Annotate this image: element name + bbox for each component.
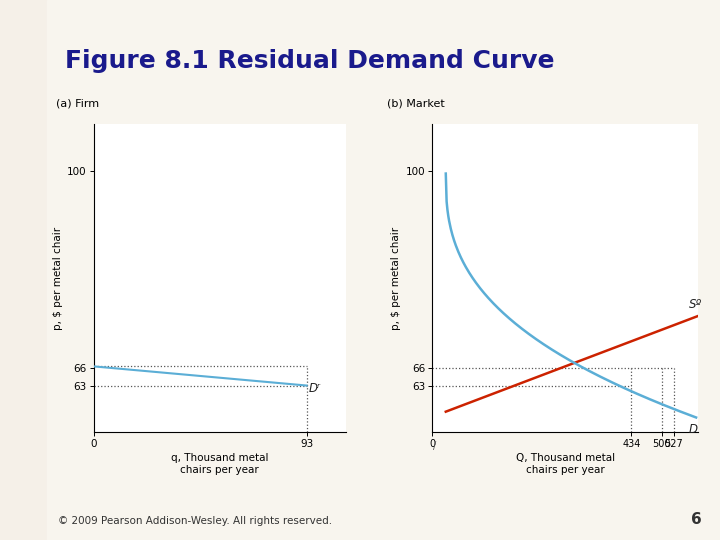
X-axis label: Q, Thousand metal
chairs per year: Q, Thousand metal chairs per year (516, 453, 615, 475)
Text: /: / (433, 441, 436, 451)
Y-axis label: p, $ per metal chair: p, $ per metal chair (391, 227, 401, 329)
Text: (b) Market: (b) Market (387, 99, 444, 109)
Text: Figure 8.1 Residual Demand Curve: Figure 8.1 Residual Demand Curve (65, 49, 554, 72)
Text: Dʳ: Dʳ (309, 382, 321, 395)
Text: (a) Firm: (a) Firm (56, 99, 99, 109)
X-axis label: q, Thousand metal
chairs per year: q, Thousand metal chairs per year (171, 453, 269, 475)
Text: © 2009 Pearson Addison-Wesley. All rights reserved.: © 2009 Pearson Addison-Wesley. All right… (58, 516, 332, 526)
Text: 6: 6 (691, 511, 702, 526)
Text: D: D (688, 423, 697, 436)
Text: Sº: Sº (689, 298, 702, 311)
Y-axis label: p, $ per metal chair: p, $ per metal chair (53, 227, 63, 329)
